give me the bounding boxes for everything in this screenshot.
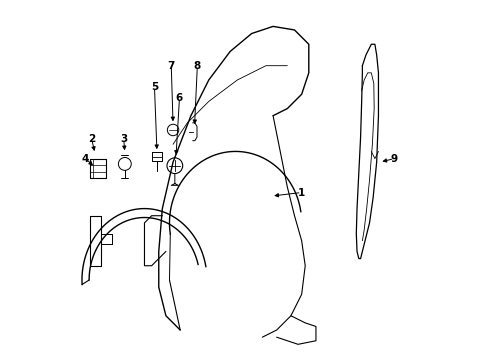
Text: 7: 7 xyxy=(167,61,175,71)
Text: 9: 9 xyxy=(390,154,397,163)
Text: 3: 3 xyxy=(120,134,127,144)
Text: 6: 6 xyxy=(176,93,183,103)
Text: 4: 4 xyxy=(81,154,89,163)
Text: 5: 5 xyxy=(150,82,158,92)
Text: 8: 8 xyxy=(193,61,201,71)
Text: 2: 2 xyxy=(88,134,95,144)
Text: 1: 1 xyxy=(297,188,305,198)
